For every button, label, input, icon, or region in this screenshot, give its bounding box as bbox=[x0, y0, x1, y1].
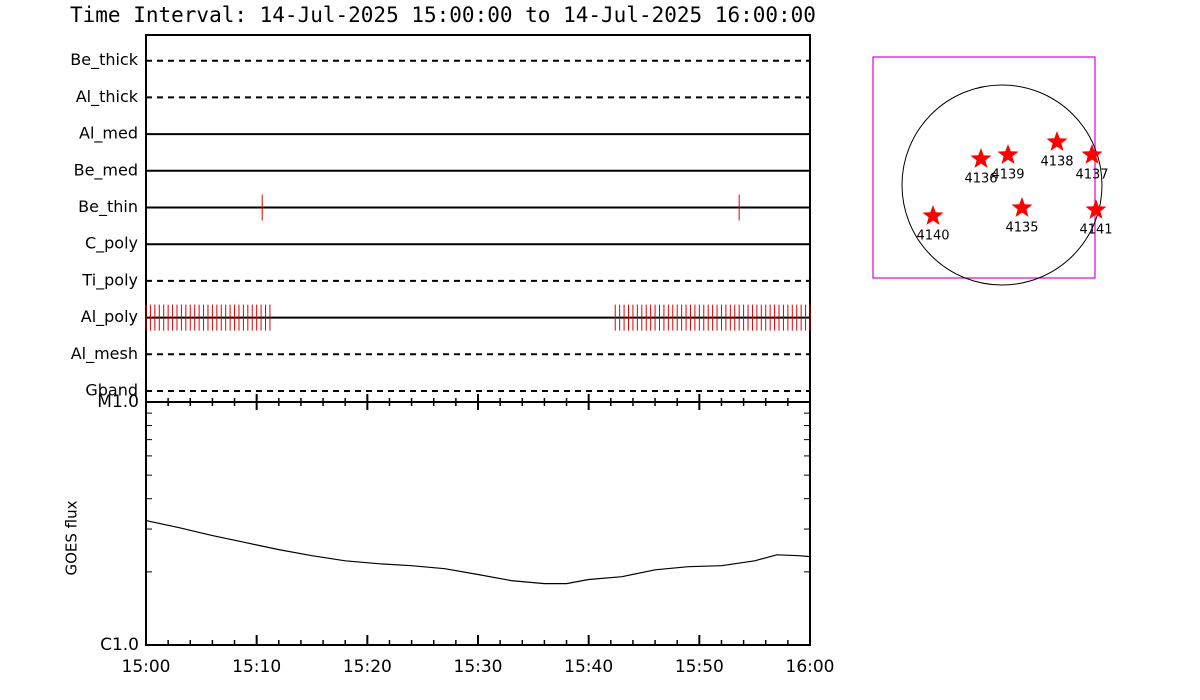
region-star bbox=[1011, 197, 1033, 217]
solar-disk bbox=[901, 84, 1103, 286]
region-label: 4135 bbox=[1005, 221, 1038, 236]
filter-label: Al_mesh bbox=[71, 344, 138, 364]
filter-label: Al_poly bbox=[81, 307, 138, 327]
y-axis-label: GOES flux bbox=[63, 500, 81, 575]
x-tick-label: 15:00 bbox=[122, 657, 171, 677]
x-tick-label: 15:30 bbox=[454, 657, 503, 677]
y-tick-label: M1.0 bbox=[97, 392, 139, 412]
region-label: 4138 bbox=[1040, 155, 1073, 170]
region-star bbox=[1085, 199, 1107, 219]
chart-title: Time Interval: 14-Jul-2025 15:00:00 to 1… bbox=[70, 3, 816, 27]
goes-panel bbox=[145, 401, 811, 646]
x-tick-label: 15:10 bbox=[232, 657, 281, 677]
region-star bbox=[970, 148, 992, 168]
x-tick-label: 15:40 bbox=[564, 657, 613, 677]
region-label: 4136 bbox=[964, 172, 997, 187]
region-star bbox=[922, 205, 944, 225]
region-label: 4140 bbox=[916, 229, 949, 244]
filter-label: Al_thick bbox=[76, 87, 139, 107]
filter-label: Be_med bbox=[74, 160, 138, 180]
region-star bbox=[1081, 144, 1103, 164]
region-star bbox=[1046, 131, 1068, 151]
region-label: 4139 bbox=[991, 168, 1024, 183]
region-label: 4137 bbox=[1075, 168, 1108, 183]
filter-label: Gband bbox=[85, 380, 138, 399]
filter-label: C_poly bbox=[85, 234, 138, 254]
filter-panel bbox=[145, 34, 811, 403]
filter-label: Be_thick bbox=[70, 50, 138, 70]
x-tick-label: 16:00 bbox=[786, 657, 835, 677]
x-tick-label: 15:20 bbox=[343, 657, 392, 677]
region-star bbox=[997, 144, 1019, 164]
x-tick-label: 15:50 bbox=[675, 657, 724, 677]
filter-label: Al_med bbox=[79, 124, 138, 144]
map-box bbox=[872, 56, 1096, 279]
filter-label: Ti_poly bbox=[81, 270, 138, 290]
filter-label: Be_thin bbox=[78, 197, 138, 217]
region-label: 4141 bbox=[1079, 223, 1112, 238]
goes-curve bbox=[145, 520, 811, 585]
y-tick-label: C1.0 bbox=[100, 635, 139, 655]
